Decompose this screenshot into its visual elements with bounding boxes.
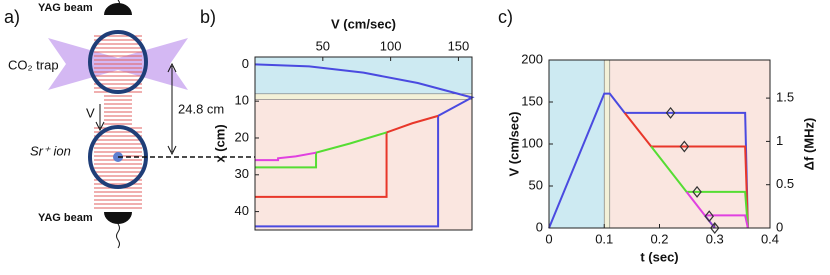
region [603, 59, 611, 229]
wire [116, 223, 120, 249]
series-line [255, 151, 317, 162]
y2-axis-label: Δf (MHz) [801, 118, 816, 171]
y2-tick-label: 1.5 [776, 90, 794, 105]
y2-tick-label: 0.5 [776, 176, 794, 191]
panel-label: a) [4, 7, 20, 27]
series-line [548, 92, 749, 229]
region [254, 93, 473, 100]
diamond-marker [709, 222, 720, 234]
x-tick-label: 50 [316, 38, 330, 53]
x-tick-label: 150 [448, 38, 470, 53]
series-line [623, 112, 749, 229]
diamond-marker [692, 185, 702, 198]
y-tick-label: 40 [235, 203, 249, 218]
x-tick-label: 0.4 [761, 231, 779, 246]
wire [117, 0, 120, 7]
label: V [86, 105, 95, 120]
y-tick-label: 0 [536, 219, 543, 234]
y-axis-label: x (cm) [212, 124, 227, 162]
y-tick-label: 50 [529, 177, 543, 192]
x-axis-label: V (cm/sec) [331, 16, 396, 31]
series-line [685, 191, 749, 229]
series-line [254, 63, 475, 228]
x-tick-label: 0.2 [650, 231, 668, 246]
label: YAG beam [38, 2, 93, 14]
region [609, 59, 771, 229]
plot-frame [548, 59, 771, 229]
yag-lamp [104, 212, 132, 224]
yag-lamp [104, 3, 132, 15]
plot-frame [254, 56, 473, 231]
label: Sr⁺ ion [30, 143, 71, 158]
x-tick-label: 0.3 [706, 231, 724, 246]
panel-label: c) [498, 7, 513, 27]
panel-0: 50 100 150 0 10 20 30 40 b) V (cm/sec) x (cm) [200, 7, 475, 231]
y2-tick-label: 0 [776, 219, 783, 234]
label: YAG beam [38, 212, 93, 224]
panel-a: a) YAG beam CO₂ trap V 24.8 cm Sr⁺ ion Y… [4, 0, 255, 249]
series-line [650, 145, 749, 229]
x-tick-label: 0.1 [595, 231, 613, 246]
y-axis-label: V (cm/sec) [506, 111, 521, 176]
region [548, 59, 605, 229]
y-tick-label: 10 [235, 93, 249, 108]
panel-label: b) [200, 7, 216, 27]
region [254, 99, 473, 231]
x-tick-label: 0 [545, 231, 552, 246]
y-tick-label: 150 [521, 93, 543, 108]
diamond-marker [704, 210, 714, 223]
diamond-marker [665, 106, 676, 119]
y-tick-label: 100 [521, 135, 543, 150]
label: 24.8 cm [178, 101, 224, 116]
x-axis-label: t (sec) [640, 249, 678, 264]
trap-circle [88, 30, 148, 94]
y2-tick-label: 1 [776, 133, 783, 148]
x-tick-label: 100 [380, 38, 402, 53]
y-tick-label: 30 [235, 166, 249, 181]
diamond-marker [679, 140, 690, 153]
y-tick-label: 20 [235, 129, 249, 144]
label: CO₂ trap [8, 57, 59, 72]
arrow-head [95, 121, 105, 132]
arrow-head [167, 62, 177, 156]
y-tick-label: 200 [521, 51, 543, 66]
y-tick-label: 0 [242, 56, 249, 71]
